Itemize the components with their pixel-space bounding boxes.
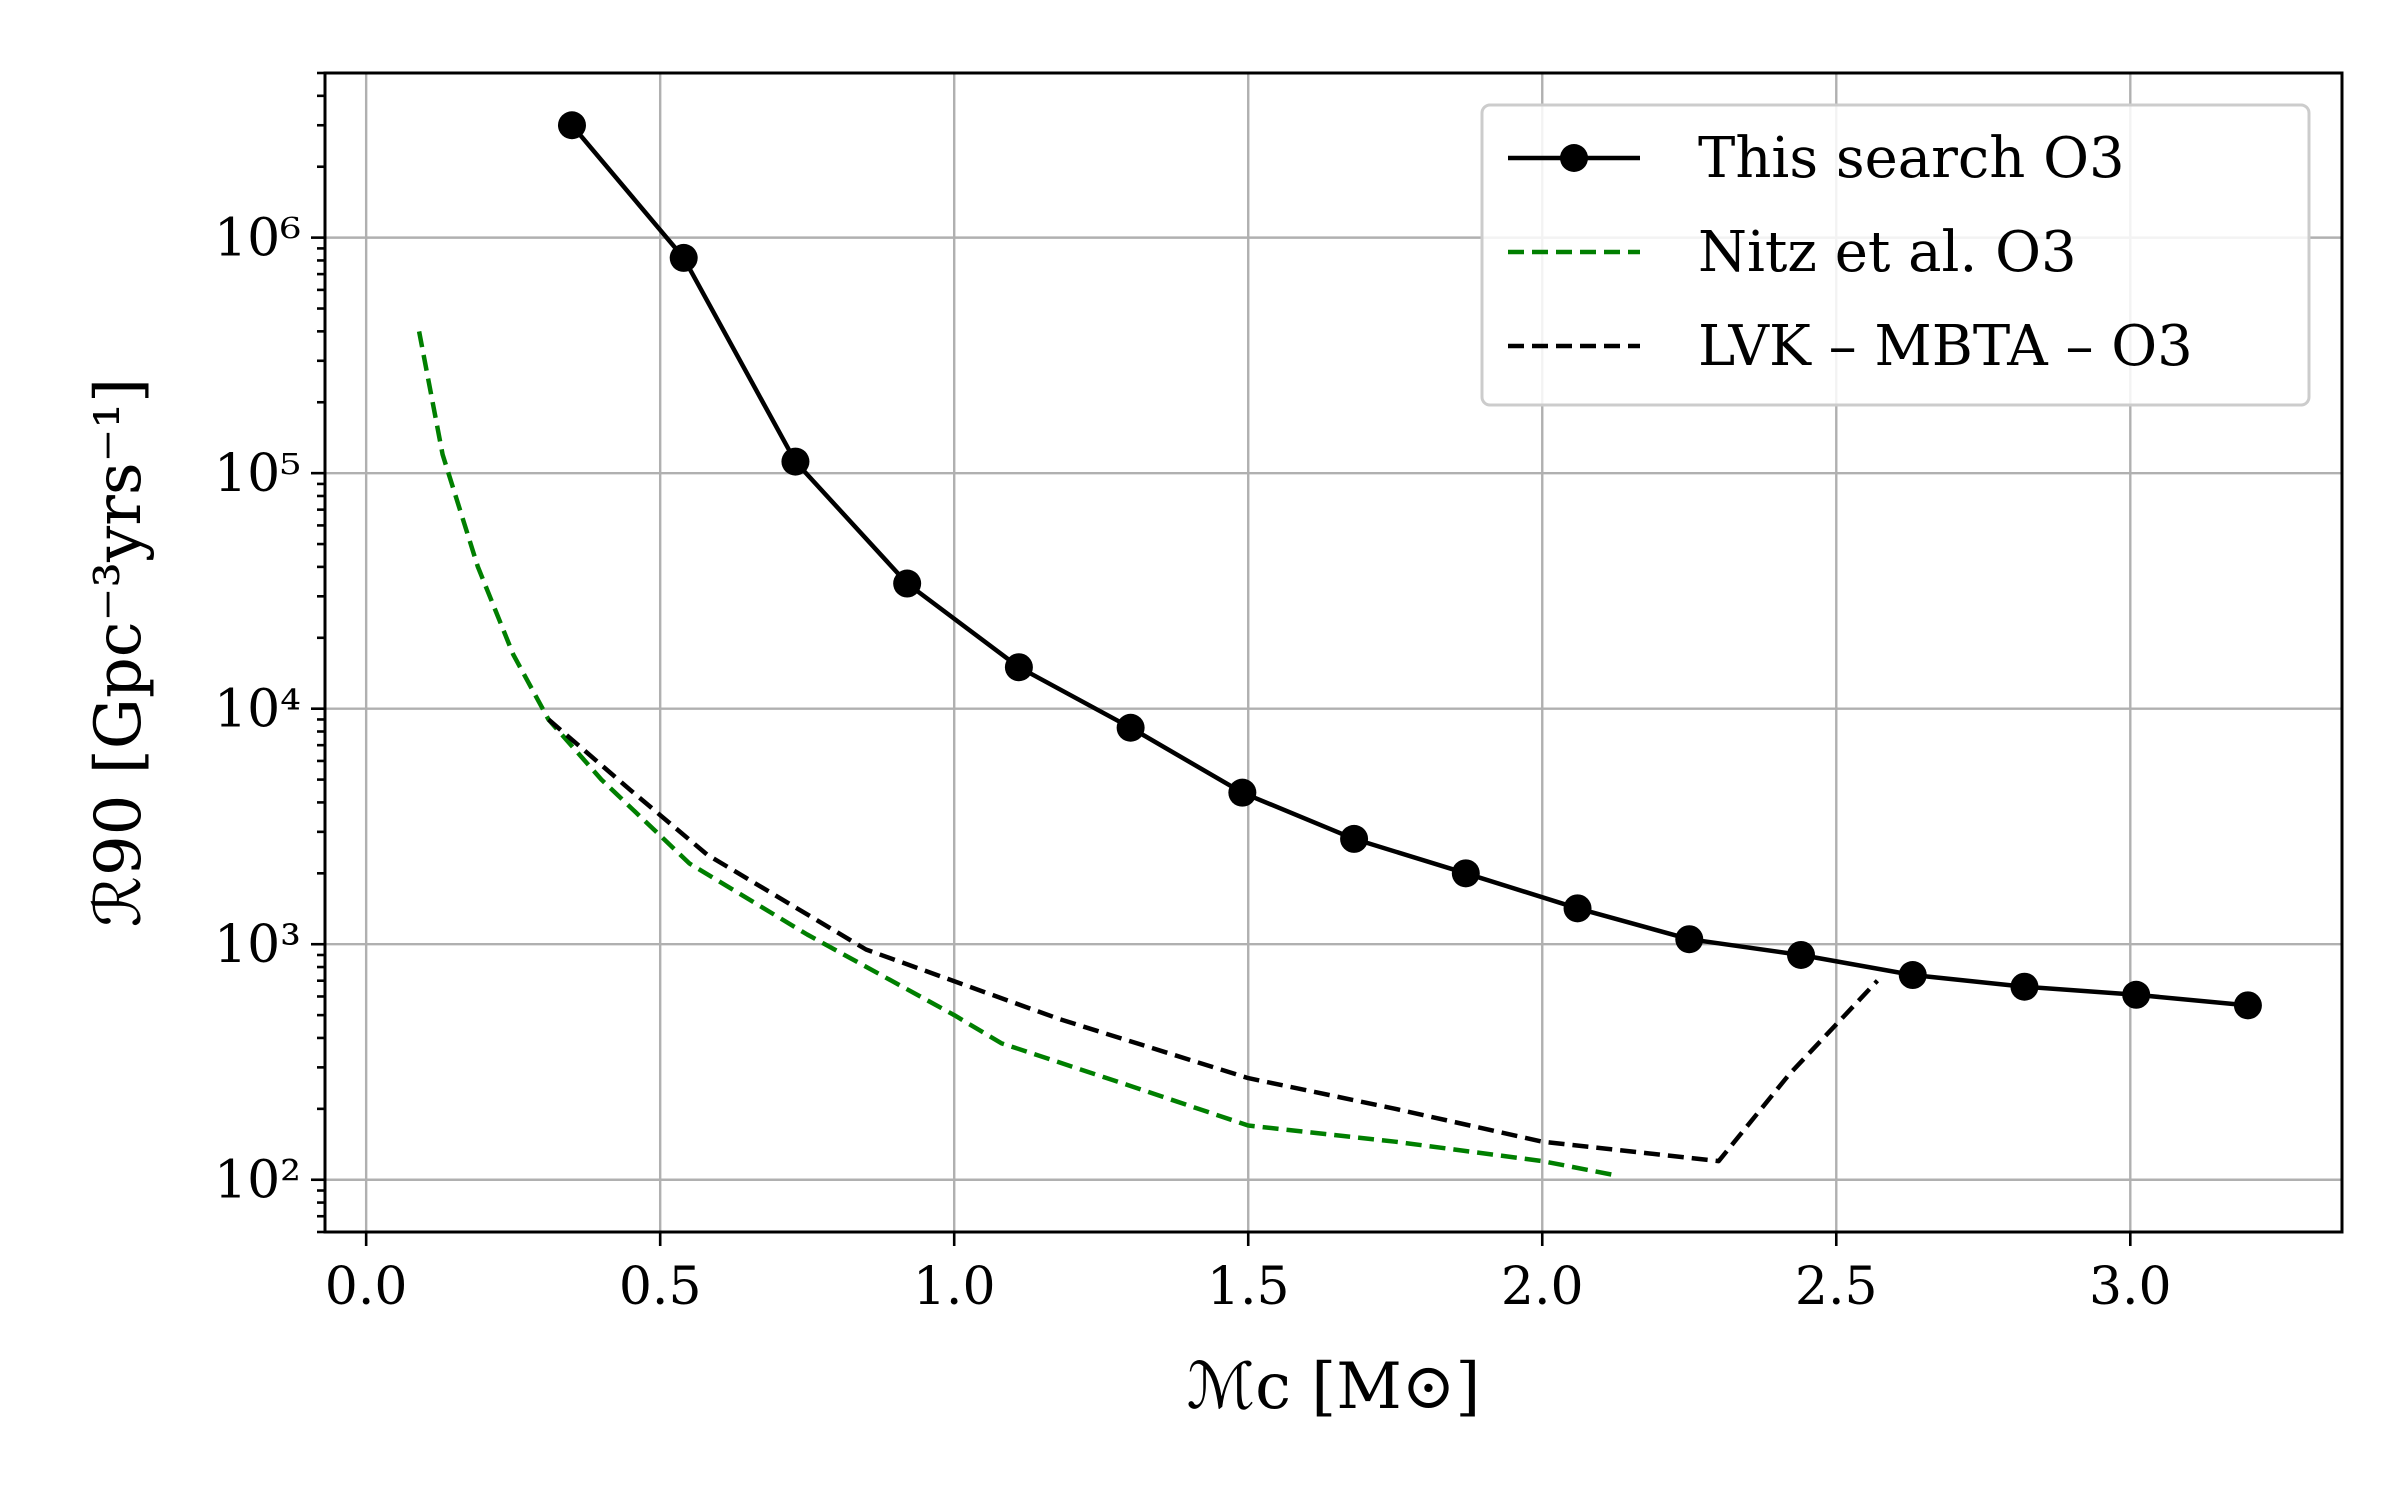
data-point [1228,778,1257,807]
data-point [1004,653,1033,682]
legend: This search O3 Nitz et al. O3 LVK – MBTA –… [1480,103,2311,407]
data-point [2233,991,2262,1020]
legend-box [1480,103,2311,407]
data-point [893,569,922,598]
series-layer [416,111,2262,1178]
x-tick-label: 1.5 [1207,1257,1290,1317]
data-point [2010,972,2039,1001]
series-line-2 [547,717,1880,1164]
x-tick-label: 0.5 [619,1257,702,1317]
data-point [1786,940,1815,969]
series-line-1 [416,330,1614,1178]
data-point [1116,713,1145,742]
y-tick-label: 10⁶ [214,209,301,269]
grid [325,73,2342,1232]
y-tick-label: 10² [214,1151,301,1211]
y-tick-label: 10⁵ [214,444,301,504]
legend-label: LVK – MBTA – O3 [1698,314,2193,379]
data-point [781,447,810,476]
data-point [557,111,586,140]
ticks: 0.0 0.5 1.0 1.5 2.0 2.5 3.0 10² 10³ 10⁴ 10⁵ 10⁶ [214,71,2172,1317]
y-axis-label: ℛ90 [Gpc⁻³yrs⁻¹] [82,378,156,927]
axes-frame [323,71,2344,1234]
y-tick-label: 10³ [214,915,301,975]
data-point [1675,925,1704,954]
x-tick-label: 2.0 [1501,1257,1584,1317]
data-point [1563,894,1592,923]
x-tick-label: 2.5 [1795,1257,1878,1317]
data-point [1898,961,1927,990]
y-tick-label: 10⁴ [214,680,301,740]
legend-label: Nitz et al. O3 [1698,220,2077,285]
x-tick-label: 1.0 [913,1257,996,1317]
legend-label: This search O3 [1698,126,2125,191]
data-point [2122,980,2151,1009]
series-line-0 [570,123,2249,1008]
data-point [669,243,698,272]
x-tick-label: 3.0 [2089,1257,2172,1317]
legend-marker [1560,144,1588,172]
data-point [1340,824,1369,853]
x-tick-label: 0.0 [325,1257,408,1317]
x-axis-label: ℳc [M⊙] [1187,1350,1481,1424]
data-point [1451,859,1480,888]
